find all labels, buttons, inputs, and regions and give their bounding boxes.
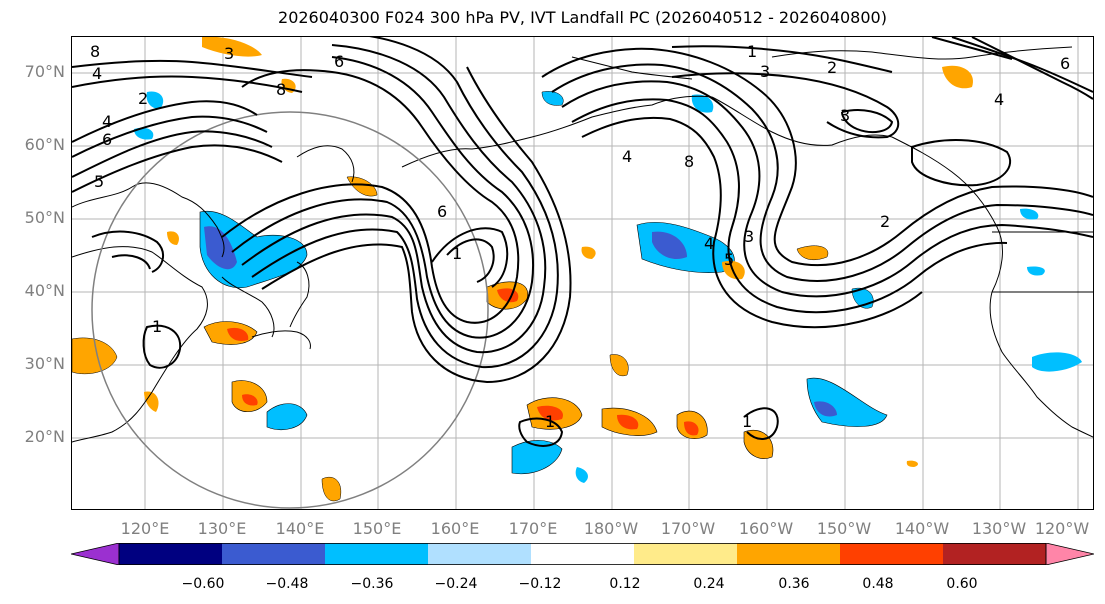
colorbar-segment	[325, 543, 429, 565]
contour-label: 6	[437, 202, 447, 221]
contour-label: 6	[1060, 54, 1070, 73]
contour-label: 2	[827, 58, 837, 77]
contour-label: 1	[452, 244, 462, 263]
lon-label: 140°W	[894, 519, 950, 538]
map-panel: 1 2 3 3 4 8 3 4 5 2 6 1 6 3 8 4 2 4 6 5 …	[71, 36, 1094, 510]
colorbar-border	[118, 543, 1047, 565]
colorbar-tick: −0.60	[181, 576, 225, 592]
colorbar-segment	[119, 543, 223, 565]
contour-label: 4	[704, 234, 714, 253]
lat-label: 30°N	[24, 354, 65, 373]
lon-label: 120°E	[120, 519, 170, 538]
contour-label: 1	[747, 42, 757, 61]
pv-contours	[72, 37, 1093, 447]
colorbar-segment	[943, 543, 1047, 565]
chart-title: 2026040300 F024 300 hPa PV, IVT Landfall…	[278, 8, 887, 27]
contour-label: 6	[102, 130, 112, 149]
contour-label: 1	[742, 412, 752, 431]
colorbar-segment	[428, 543, 532, 565]
lon-label: 170°W	[660, 519, 716, 538]
lon-label: 130°W	[971, 519, 1027, 538]
lat-label: 40°N	[24, 281, 65, 300]
contour-label: 3	[224, 44, 234, 63]
lon-label: 180°W	[583, 519, 639, 538]
contour-label: 5	[724, 250, 734, 269]
contour-label: 3	[840, 106, 850, 125]
pv-shading	[72, 37, 1082, 502]
lon-label: 160°W	[738, 519, 794, 538]
colorbar-tick: −0.24	[434, 576, 478, 592]
lon-label: 120°W	[1034, 519, 1090, 538]
contour-label: 8	[90, 42, 100, 61]
colorbar-tick: −0.36	[350, 576, 394, 592]
contour-labels: 1 2 3 3 4 8 3 4 5 2 6 1 6 3 8 4 2 4 6 5 …	[90, 42, 1070, 431]
colorbar-tick: −0.48	[265, 576, 309, 592]
colorbar-tick: 0.48	[862, 576, 894, 592]
map-canvas: 1 2 3 3 4 8 3 4 5 2 6 1 6 3 8 4 2 4 6 5 …	[72, 37, 1093, 509]
colorbar	[71, 543, 1094, 565]
lon-label: 150°E	[352, 519, 402, 538]
colorbar-segment	[634, 543, 738, 565]
contour-label: 8	[276, 80, 286, 99]
contour-label: 2	[138, 89, 148, 108]
contour-label: 4	[102, 112, 112, 131]
contour-label: 4	[92, 64, 102, 83]
lon-label: 140°E	[275, 519, 325, 538]
contour-label: 6	[334, 52, 344, 71]
contour-label: 3	[760, 62, 770, 81]
contour-label: 3	[744, 227, 754, 246]
colorbar-segments	[71, 543, 1094, 565]
colorbar-tick: 0.60	[946, 576, 978, 592]
lon-label: 160°E	[430, 519, 480, 538]
range-ring	[91, 111, 489, 509]
coastlines	[72, 46, 1093, 443]
colorbar-extend-high	[1045, 543, 1094, 565]
contour-label: 1	[152, 317, 162, 336]
lat-label: 20°N	[24, 427, 65, 446]
lat-label: 50°N	[24, 208, 65, 227]
colorbar-segment	[840, 543, 944, 565]
contour-label: 2	[880, 212, 890, 231]
colorbar-extend-low	[71, 543, 120, 565]
lon-label: 150°W	[816, 519, 872, 538]
colorbar-segment	[737, 543, 841, 565]
contour-label: 1	[545, 412, 555, 431]
lon-label: 170°E	[508, 519, 558, 538]
lat-label: 70°N	[24, 62, 65, 81]
colorbar-tick: 0.24	[693, 576, 725, 592]
lon-label: 130°E	[197, 519, 247, 538]
lat-label: 60°N	[24, 135, 65, 154]
colorbar-segment	[222, 543, 326, 565]
colorbar-tick: −0.12	[518, 576, 562, 592]
colorbar-tick: 0.36	[778, 576, 810, 592]
colorbar-segment	[531, 543, 635, 565]
contour-label: 4	[994, 90, 1004, 109]
colorbar-tick: 0.12	[609, 576, 641, 592]
contour-label: 5	[94, 172, 104, 191]
contour-label: 4	[622, 147, 632, 166]
contour-label: 8	[684, 152, 694, 171]
